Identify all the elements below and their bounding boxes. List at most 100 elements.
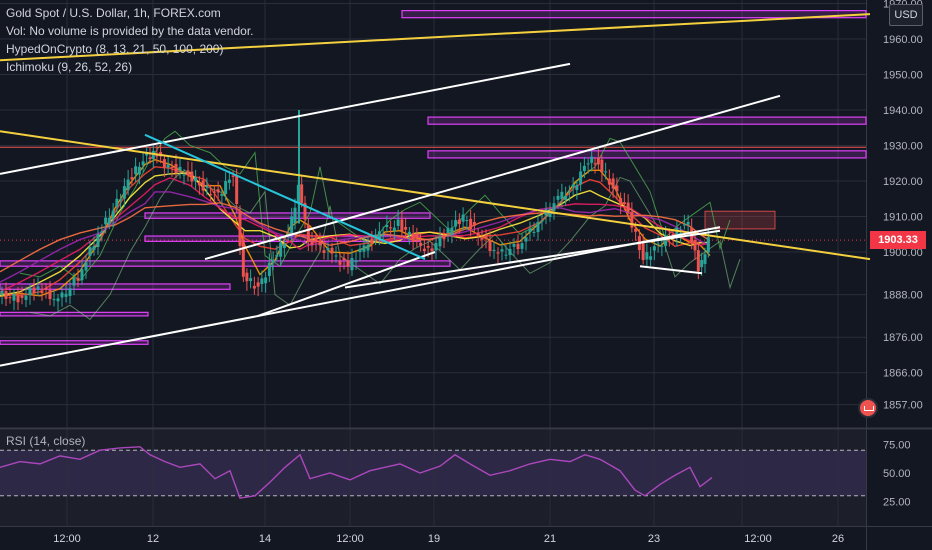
time-tick-label: 19 bbox=[428, 533, 440, 545]
rsi-title[interactable]: RSI (14, close) bbox=[6, 434, 86, 448]
candle-body bbox=[314, 237, 318, 242]
candle-body bbox=[430, 248, 434, 252]
candle-body bbox=[422, 248, 426, 252]
candle-body bbox=[366, 245, 370, 251]
candle-body bbox=[492, 249, 496, 251]
candle-body bbox=[216, 189, 220, 193]
trendline-white-base bbox=[639, 265, 703, 275]
candle-body bbox=[377, 231, 381, 240]
candle-body bbox=[48, 289, 52, 300]
time-tick-label: 12:00 bbox=[744, 533, 772, 545]
supply-demand-zone bbox=[401, 10, 867, 19]
candle-body bbox=[220, 194, 224, 196]
candle-body bbox=[374, 234, 378, 236]
candle-body bbox=[68, 288, 72, 296]
candle-body bbox=[122, 186, 126, 199]
time-tick-label: 12:00 bbox=[336, 533, 364, 545]
candle-body bbox=[80, 269, 84, 281]
price-tick-label: 1930.00 bbox=[883, 141, 923, 153]
ichimoku-cloud-future bbox=[704, 210, 776, 230]
candle-body bbox=[615, 185, 619, 192]
candle-body bbox=[411, 233, 415, 243]
candle-body bbox=[426, 246, 430, 248]
candle-body bbox=[548, 212, 552, 218]
moving-average-line bbox=[0, 191, 711, 283]
candle-body bbox=[512, 244, 516, 247]
candle-body bbox=[190, 171, 194, 182]
indicator-ichimoku[interactable]: Ichimoku (9, 26, 52, 26) bbox=[6, 60, 133, 74]
candle-body bbox=[385, 225, 389, 228]
time-tick-label: 26 bbox=[832, 533, 844, 545]
candle-body bbox=[28, 287, 32, 296]
time-tick-label: 21 bbox=[544, 533, 556, 545]
candle-body bbox=[338, 261, 342, 265]
ichimoku-span-b bbox=[29, 169, 741, 321]
candle-body bbox=[56, 298, 60, 302]
candle-body bbox=[227, 179, 231, 183]
candle-body bbox=[141, 161, 145, 166]
candle-body bbox=[303, 203, 307, 220]
candle-body bbox=[596, 158, 600, 165]
candle-body bbox=[469, 218, 473, 230]
price-tick-label: 1857.00 bbox=[883, 400, 923, 412]
candle-body bbox=[582, 165, 586, 172]
supply-demand-zone bbox=[427, 150, 867, 159]
candle-body bbox=[407, 231, 411, 235]
price-tick-label: 1876.00 bbox=[883, 332, 923, 344]
candle-body bbox=[182, 174, 186, 176]
price-tick-label: 1866.00 bbox=[883, 368, 923, 380]
candle-body bbox=[682, 224, 686, 226]
candle-body bbox=[626, 202, 630, 213]
candle-body bbox=[245, 272, 249, 282]
candle-body bbox=[528, 228, 532, 233]
candle-body bbox=[516, 243, 520, 250]
candle-body bbox=[260, 278, 264, 284]
supply-demand-zone bbox=[144, 212, 431, 219]
candle-body bbox=[604, 171, 608, 173]
candle-body bbox=[330, 247, 334, 254]
candle-body bbox=[664, 235, 668, 246]
candle-body bbox=[590, 156, 594, 163]
candle-body bbox=[162, 159, 166, 168]
currency-badge[interactable]: USD bbox=[889, 4, 923, 26]
price-tick-label: 1910.00 bbox=[883, 212, 923, 224]
candle-body bbox=[194, 177, 198, 182]
rsi-tick-label: 75.00 bbox=[883, 440, 911, 452]
candle-body bbox=[342, 258, 346, 260]
candle-body bbox=[209, 194, 213, 196]
candle-body bbox=[282, 243, 286, 249]
rsi-band-fill bbox=[0, 450, 866, 496]
candle-body bbox=[275, 255, 279, 257]
tradingview-logo-icon[interactable] bbox=[858, 398, 878, 418]
candle-body bbox=[36, 286, 40, 290]
candle-body bbox=[115, 198, 119, 207]
candle-body bbox=[100, 231, 104, 233]
current-price-tag: 1903.33 bbox=[870, 231, 926, 249]
candle-body bbox=[64, 293, 68, 297]
supply-demand-zone bbox=[427, 116, 867, 125]
candle-body bbox=[130, 177, 134, 180]
candle-body bbox=[575, 185, 579, 191]
candle-body bbox=[174, 163, 178, 174]
candle-body bbox=[679, 233, 683, 235]
candle-body bbox=[524, 237, 528, 242]
candle-body bbox=[358, 248, 362, 253]
indicator-hypedoncrypto[interactable]: HypedOnCrypto (8, 13, 21, 50, 100, 200) bbox=[6, 42, 224, 56]
trendline-white-channel bbox=[204, 94, 781, 261]
candle-body bbox=[536, 221, 540, 233]
candle-body bbox=[92, 245, 96, 251]
price-tick-label: 1900.00 bbox=[883, 247, 923, 259]
candle-body bbox=[326, 248, 330, 251]
candle-body bbox=[252, 285, 256, 289]
candle-body bbox=[346, 260, 350, 267]
candle-body bbox=[454, 220, 458, 227]
candle-body bbox=[480, 237, 484, 240]
candle-body bbox=[496, 252, 500, 254]
candle-body bbox=[12, 293, 16, 301]
rsi-line bbox=[0, 446, 713, 499]
candle-body bbox=[166, 164, 170, 168]
rsi-pane-background bbox=[0, 430, 866, 526]
candle-body bbox=[201, 180, 205, 191]
price-tick-label: 1950.00 bbox=[883, 70, 923, 82]
